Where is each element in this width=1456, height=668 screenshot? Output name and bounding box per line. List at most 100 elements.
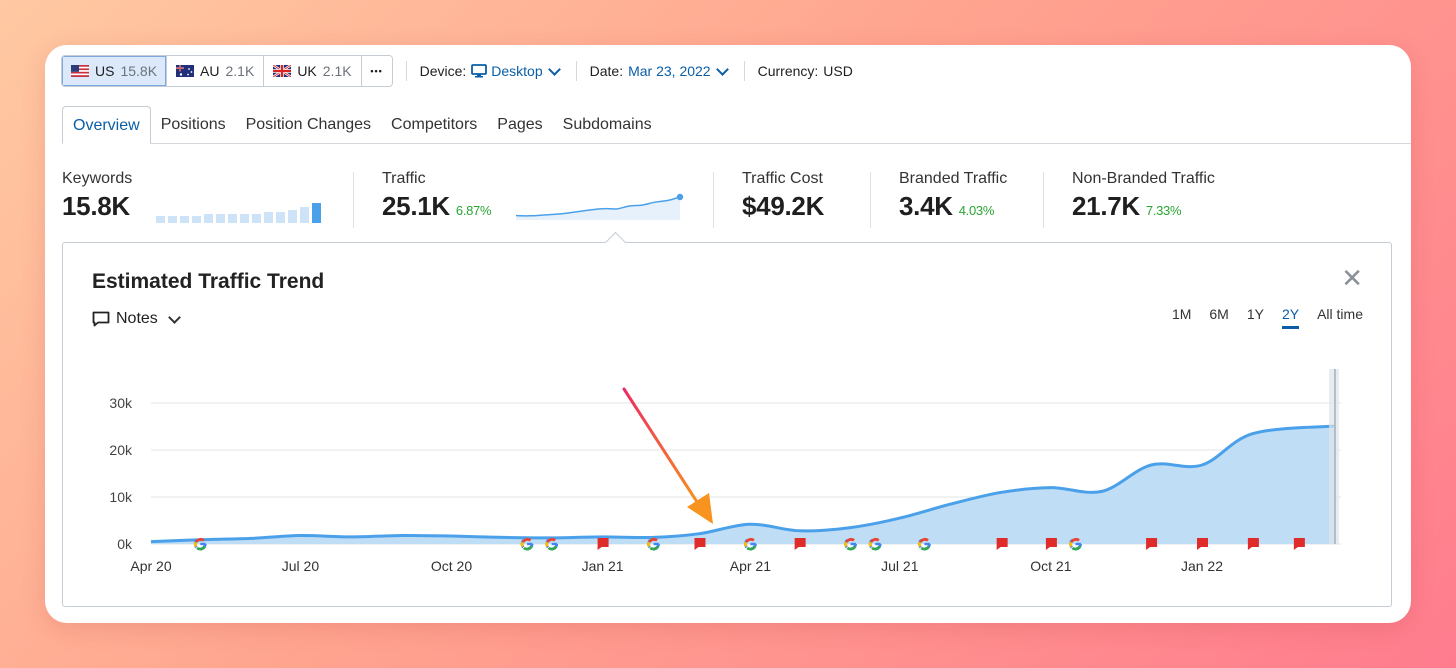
- google-update-icon[interactable]: [743, 537, 757, 551]
- google-update-icon[interactable]: [868, 537, 882, 551]
- divider: [353, 172, 354, 228]
- date-label: Date:: [589, 63, 624, 79]
- note-flag-icon[interactable]: [996, 538, 1008, 550]
- currency-label: Currency:: [757, 63, 819, 79]
- sparkline-bar: [300, 207, 309, 223]
- metric-keywords[interactable]: Keywords 15.8K: [62, 170, 342, 223]
- more-icon: •••: [370, 66, 383, 76]
- database-count: 2.1K: [225, 63, 255, 79]
- metric-value: 25.1K: [382, 191, 450, 221]
- database-code: UK: [297, 63, 317, 79]
- range-1y[interactable]: 1Y: [1246, 306, 1264, 322]
- note-flag-icon[interactable]: [597, 538, 609, 550]
- metric-traffic-cost[interactable]: Traffic Cost $49.2K: [742, 170, 824, 222]
- metric-value: 15.8K: [62, 191, 130, 221]
- panel-title: Estimated Traffic Trend: [92, 270, 325, 293]
- range-1m[interactable]: 1M: [1171, 306, 1192, 322]
- google-update-icon[interactable]: [1069, 537, 1082, 551]
- database-au-button[interactable]: AU 2.1K: [167, 56, 265, 86]
- notes-dropdown[interactable]: Notes: [92, 310, 181, 328]
- note-flag-icon[interactable]: [1045, 538, 1057, 550]
- google-update-icon[interactable]: [193, 537, 207, 551]
- date-value: Mar 23, 2022: [628, 63, 711, 79]
- annotation-arrow: [622, 387, 713, 524]
- google-update-icon[interactable]: [844, 537, 857, 551]
- metric-value: 21.7K: [1072, 191, 1140, 221]
- sparkline-bar: [216, 214, 225, 223]
- uk-flag-icon: [273, 65, 292, 77]
- note-flag-icon[interactable]: [694, 538, 706, 550]
- metric-traffic[interactable]: Traffic 25.1K 6.87%: [382, 170, 702, 222]
- y-tick-label: 0k: [117, 536, 133, 552]
- range-6m[interactable]: 6M: [1209, 306, 1229, 322]
- metric-label: Keywords: [62, 170, 133, 187]
- database-count: 2.1K: [322, 63, 352, 79]
- metric-change: 6.87%: [455, 203, 492, 218]
- range-all-time[interactable]: All time: [1317, 306, 1363, 322]
- metric-branded-traffic[interactable]: Branded Traffic 3.4K 4.03%: [899, 170, 1007, 222]
- metric-label: Traffic: [382, 170, 426, 187]
- google-update-icon[interactable]: [647, 537, 660, 551]
- toolbar: US 15.8K AU 2.1K: [61, 55, 853, 87]
- au-flag-icon: [176, 65, 195, 77]
- sparkline-bar: [288, 210, 297, 223]
- device-label: Device:: [419, 63, 467, 79]
- google-update-icon[interactable]: [918, 537, 931, 551]
- tab-positions[interactable]: Positions: [160, 116, 226, 133]
- tab-competitors[interactable]: Competitors: [391, 116, 478, 133]
- sparkline-bar: [192, 216, 201, 223]
- traffic-trend-chart: 0k 10k 20k 30k Apr 20 Jul 20 Oct 20 Jan 21 Apr 2…: [109, 369, 1341, 574]
- note-flag-icon[interactable]: [1247, 538, 1259, 550]
- tab-position-changes[interactable]: Position Changes: [245, 116, 372, 133]
- y-tick-label: 30k: [109, 395, 133, 411]
- divider: [743, 61, 745, 81]
- database-selector: US 15.8K AU 2.1K: [61, 55, 393, 87]
- tab-pages[interactable]: Pages: [497, 116, 543, 133]
- note-flag-icon[interactable]: [1146, 538, 1158, 550]
- x-tick-label: Apr 20: [130, 558, 171, 574]
- database-uk-button[interactable]: UK 2.1K: [264, 56, 362, 86]
- metric-non-branded-traffic[interactable]: Non-Branded Traffic 21.7K 7.33%: [1072, 170, 1215, 222]
- sparkline-bar: [264, 212, 273, 223]
- more-databases-button[interactable]: •••: [361, 56, 392, 86]
- sparkline-bar: [180, 216, 189, 223]
- sparkline-bar: [276, 212, 285, 223]
- metric-change: 7.33%: [1145, 203, 1182, 218]
- google-update-icon[interactable]: [520, 537, 534, 551]
- metric-value: $49.2K: [742, 191, 825, 221]
- traffic-trend-panel: Estimated Traffic Trend Notes ✕ 1M 6M 1Y…: [62, 231, 1392, 607]
- database-us-button[interactable]: US 15.8K: [62, 56, 168, 86]
- x-tick-label: Oct 21: [1030, 558, 1071, 574]
- metric-label: Traffic Cost: [742, 170, 823, 187]
- close-icon[interactable]: ✕: [1341, 263, 1363, 293]
- x-tick-label: Oct 20: [431, 558, 472, 574]
- x-tick-label: Jan 21: [582, 558, 624, 574]
- divider: [713, 172, 714, 228]
- desktop-icon: [471, 64, 488, 78]
- metric-label: Non-Branded Traffic: [1072, 170, 1215, 187]
- note-flag-icon[interactable]: [1293, 538, 1305, 550]
- metric-value: 3.4K: [899, 191, 953, 221]
- database-code: US: [95, 63, 115, 79]
- range-2y[interactable]: 2Y: [1281, 306, 1300, 329]
- traffic-sparkline: [515, 193, 684, 220]
- tab-subdomains[interactable]: Subdomains: [562, 116, 652, 133]
- device-dropdown[interactable]: Desktop: [471, 62, 562, 79]
- note-flag-icon[interactable]: [794, 538, 806, 550]
- organic-research-card: US 15.8K AU 2.1K: [45, 45, 1411, 623]
- chevron-down-icon: [715, 62, 729, 76]
- date-dropdown[interactable]: Mar 23, 2022: [628, 62, 731, 79]
- google-update-icon[interactable]: [545, 537, 559, 551]
- keywords-bar-sparkline: [156, 201, 321, 223]
- traffic-area: [151, 426, 1335, 544]
- note-flag-icon[interactable]: [1196, 538, 1208, 550]
- x-tick-label: Apr 21: [730, 558, 771, 574]
- divider: [575, 61, 577, 81]
- metric-label: Branded Traffic: [899, 170, 1008, 187]
- tab-overview[interactable]: Overview: [62, 106, 151, 144]
- y-tick-label: 20k: [109, 442, 133, 458]
- sparkline-bar: [168, 216, 177, 223]
- currency-info: Currency: USD: [758, 63, 853, 79]
- sparkline-bar: [312, 203, 321, 223]
- comment-icon: [92, 311, 110, 327]
